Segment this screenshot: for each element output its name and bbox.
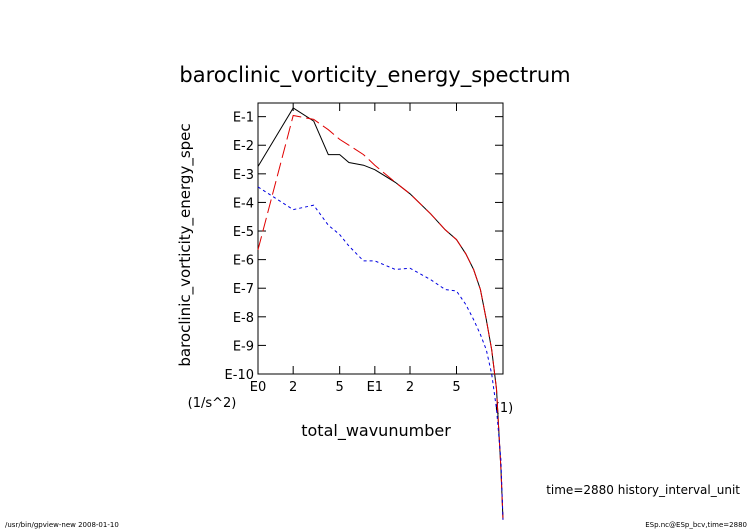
x-tick-label: 2: [406, 380, 414, 395]
y-axis-label: baroclinic_vorticity_energy_spec: [176, 123, 195, 366]
series-line: [257, 186, 504, 520]
y-tick-label: E-2: [233, 139, 254, 154]
plot-frame: [257, 102, 504, 375]
y-tick-label: E-6: [233, 254, 254, 269]
x-tick-label: 2: [289, 380, 297, 395]
y-tick-label: E-5: [233, 225, 254, 240]
footer-left: /usr/bin/gpview-new 2008-01-10: [5, 521, 119, 529]
x-tick-label: E0: [250, 380, 267, 395]
y-tick-label: E-9: [233, 339, 254, 354]
y-axis-unit: (1/s^2): [188, 396, 237, 411]
y-tick-label: E-4: [233, 196, 254, 211]
x-tick-label: 5: [336, 380, 344, 395]
footer-right: ESp.nc@ESp_bcv,time=2880: [645, 521, 747, 529]
x-axis-unit: (1): [495, 401, 513, 416]
y-tick-label: E-10: [225, 368, 254, 383]
chart-title: baroclinic_vorticity_energy_spectrum: [179, 63, 570, 88]
x-tick-label: E1: [367, 380, 384, 395]
series-line: [257, 107, 504, 520]
annotation: time=2880 history_interval_unit: [546, 483, 740, 497]
y-tick-label: E-8: [233, 311, 254, 326]
y-tick-label: E-1: [233, 111, 254, 126]
y-tick-label: E-7: [233, 282, 254, 297]
y-tick-label: E-3: [233, 168, 254, 183]
x-tick-label: 5: [452, 380, 460, 395]
x-axis-label: total_wavunumber: [301, 421, 451, 441]
series-line: [257, 114, 504, 520]
